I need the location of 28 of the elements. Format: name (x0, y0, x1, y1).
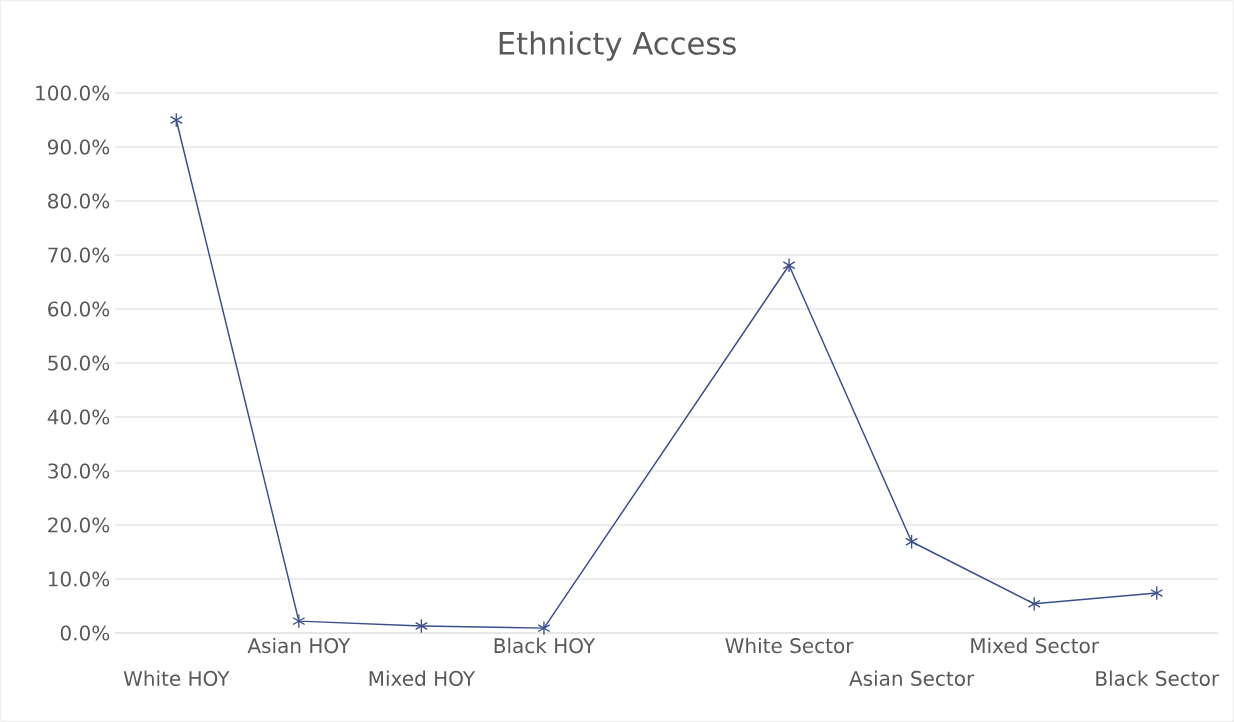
point (292, 613, 306, 629)
y-tick-label: 30.0% (48, 463, 110, 479)
y-tick-label: 70.0% (48, 247, 110, 263)
x-tick-label: Black Sector (1096, 670, 1220, 686)
point (414, 618, 428, 634)
point (782, 257, 796, 273)
point (905, 534, 919, 550)
y-tick-label: 20.0% (48, 517, 110, 533)
y-tick-label: 0.0% (60, 625, 110, 641)
x-tick-label: Black HOY (494, 637, 596, 654)
y-tick-label: 10.0% (48, 571, 110, 587)
x-tick-label: White Sector (725, 637, 854, 654)
y-tick-label: 50.0% (48, 355, 110, 371)
x-tick-label: Mixed HOY (369, 670, 476, 686)
point (1150, 585, 1164, 601)
y-tick-label: 80.0% (48, 193, 110, 209)
x-tick-label: White HOY (123, 670, 230, 686)
chart-title: Ethnicty Access (499, 31, 736, 61)
y-tick-label: 60.0% (48, 301, 110, 317)
y-tick-label: 90.0% (48, 139, 110, 155)
x-tick-label: Asian HOY (247, 637, 351, 654)
point (1027, 596, 1041, 612)
y-tick-label: 40.0% (47, 409, 110, 425)
point (169, 112, 183, 128)
x-tick-label: Mixed Sector (971, 637, 1100, 654)
point (537, 620, 551, 636)
x-tick-label: Asian Sector (849, 670, 975, 686)
y-tick-label: 100.0% (36, 85, 110, 101)
